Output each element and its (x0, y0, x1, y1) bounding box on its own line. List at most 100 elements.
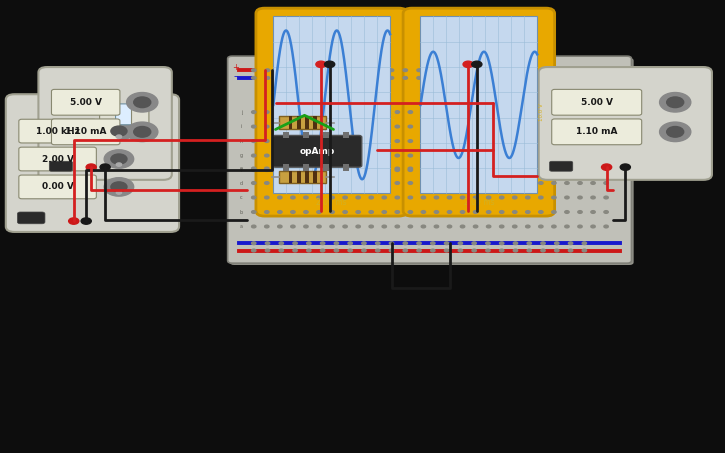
Circle shape (500, 167, 504, 170)
Circle shape (265, 182, 269, 184)
Circle shape (320, 249, 325, 252)
Circle shape (431, 249, 435, 252)
Text: d: d (240, 180, 243, 186)
Circle shape (278, 182, 282, 184)
Circle shape (447, 211, 452, 213)
Circle shape (541, 242, 545, 245)
Circle shape (447, 182, 452, 184)
Circle shape (513, 69, 518, 72)
Circle shape (320, 69, 325, 72)
Circle shape (348, 249, 352, 252)
Circle shape (604, 111, 608, 113)
Bar (289, 171, 292, 183)
Circle shape (104, 122, 133, 140)
Circle shape (291, 125, 295, 128)
Circle shape (317, 140, 321, 142)
Circle shape (578, 140, 582, 142)
Circle shape (421, 140, 426, 142)
Text: c: c (240, 195, 243, 200)
Circle shape (265, 167, 269, 170)
Circle shape (486, 249, 490, 252)
Text: 1.10 mA: 1.10 mA (576, 127, 618, 136)
Circle shape (500, 211, 504, 213)
Circle shape (291, 169, 295, 171)
Circle shape (578, 125, 582, 128)
Circle shape (265, 249, 270, 252)
Circle shape (447, 167, 452, 170)
Circle shape (278, 169, 282, 171)
Circle shape (278, 140, 282, 142)
Circle shape (320, 77, 325, 79)
Circle shape (552, 154, 556, 157)
Text: 1.00 kHz: 1.00 kHz (36, 126, 80, 135)
Circle shape (434, 182, 439, 184)
FancyBboxPatch shape (19, 175, 96, 199)
Circle shape (431, 69, 435, 72)
Circle shape (447, 111, 452, 113)
Circle shape (526, 167, 530, 170)
Circle shape (369, 125, 373, 128)
Circle shape (565, 140, 569, 142)
Text: i: i (241, 124, 242, 129)
Circle shape (330, 182, 334, 184)
Circle shape (486, 169, 491, 171)
Circle shape (513, 196, 517, 199)
Circle shape (408, 140, 413, 142)
Circle shape (552, 196, 556, 199)
Circle shape (472, 77, 476, 79)
Circle shape (552, 125, 556, 128)
Circle shape (278, 225, 282, 228)
Circle shape (431, 242, 435, 245)
Circle shape (325, 61, 335, 67)
Circle shape (578, 225, 582, 228)
Circle shape (526, 225, 530, 228)
Circle shape (382, 169, 386, 171)
Circle shape (421, 125, 426, 128)
Circle shape (356, 169, 360, 171)
Circle shape (291, 182, 295, 184)
Circle shape (604, 169, 608, 171)
Circle shape (552, 167, 556, 170)
Circle shape (565, 167, 569, 170)
Circle shape (473, 225, 478, 228)
Circle shape (291, 167, 295, 170)
Circle shape (116, 163, 122, 166)
Circle shape (278, 167, 282, 170)
Circle shape (252, 154, 256, 157)
Circle shape (447, 140, 452, 142)
Circle shape (293, 249, 297, 252)
Circle shape (279, 249, 283, 252)
Circle shape (486, 211, 491, 213)
Circle shape (486, 182, 491, 184)
Circle shape (565, 154, 569, 157)
Circle shape (278, 125, 282, 128)
Circle shape (447, 225, 452, 228)
Circle shape (133, 126, 151, 137)
Text: opAmp: opAmp (299, 147, 335, 156)
Circle shape (395, 125, 399, 128)
Circle shape (526, 196, 530, 199)
Circle shape (356, 125, 360, 128)
Circle shape (526, 211, 530, 213)
Circle shape (304, 154, 308, 157)
Circle shape (486, 77, 490, 79)
Circle shape (667, 126, 684, 137)
Circle shape (604, 196, 608, 199)
Circle shape (539, 182, 543, 184)
Text: 4.00 V: 4.00 V (392, 103, 397, 121)
Circle shape (620, 164, 631, 170)
Circle shape (395, 169, 399, 171)
Circle shape (330, 167, 334, 170)
FancyBboxPatch shape (131, 104, 149, 125)
Circle shape (334, 249, 339, 252)
Bar (323, 132, 328, 138)
FancyBboxPatch shape (273, 135, 362, 167)
Circle shape (486, 125, 491, 128)
Circle shape (565, 196, 569, 199)
Circle shape (403, 69, 407, 72)
FancyBboxPatch shape (17, 212, 45, 224)
Text: 2.00 ms: 2.00 ms (463, 198, 494, 207)
Circle shape (265, 125, 269, 128)
Circle shape (434, 125, 439, 128)
Circle shape (252, 182, 256, 184)
